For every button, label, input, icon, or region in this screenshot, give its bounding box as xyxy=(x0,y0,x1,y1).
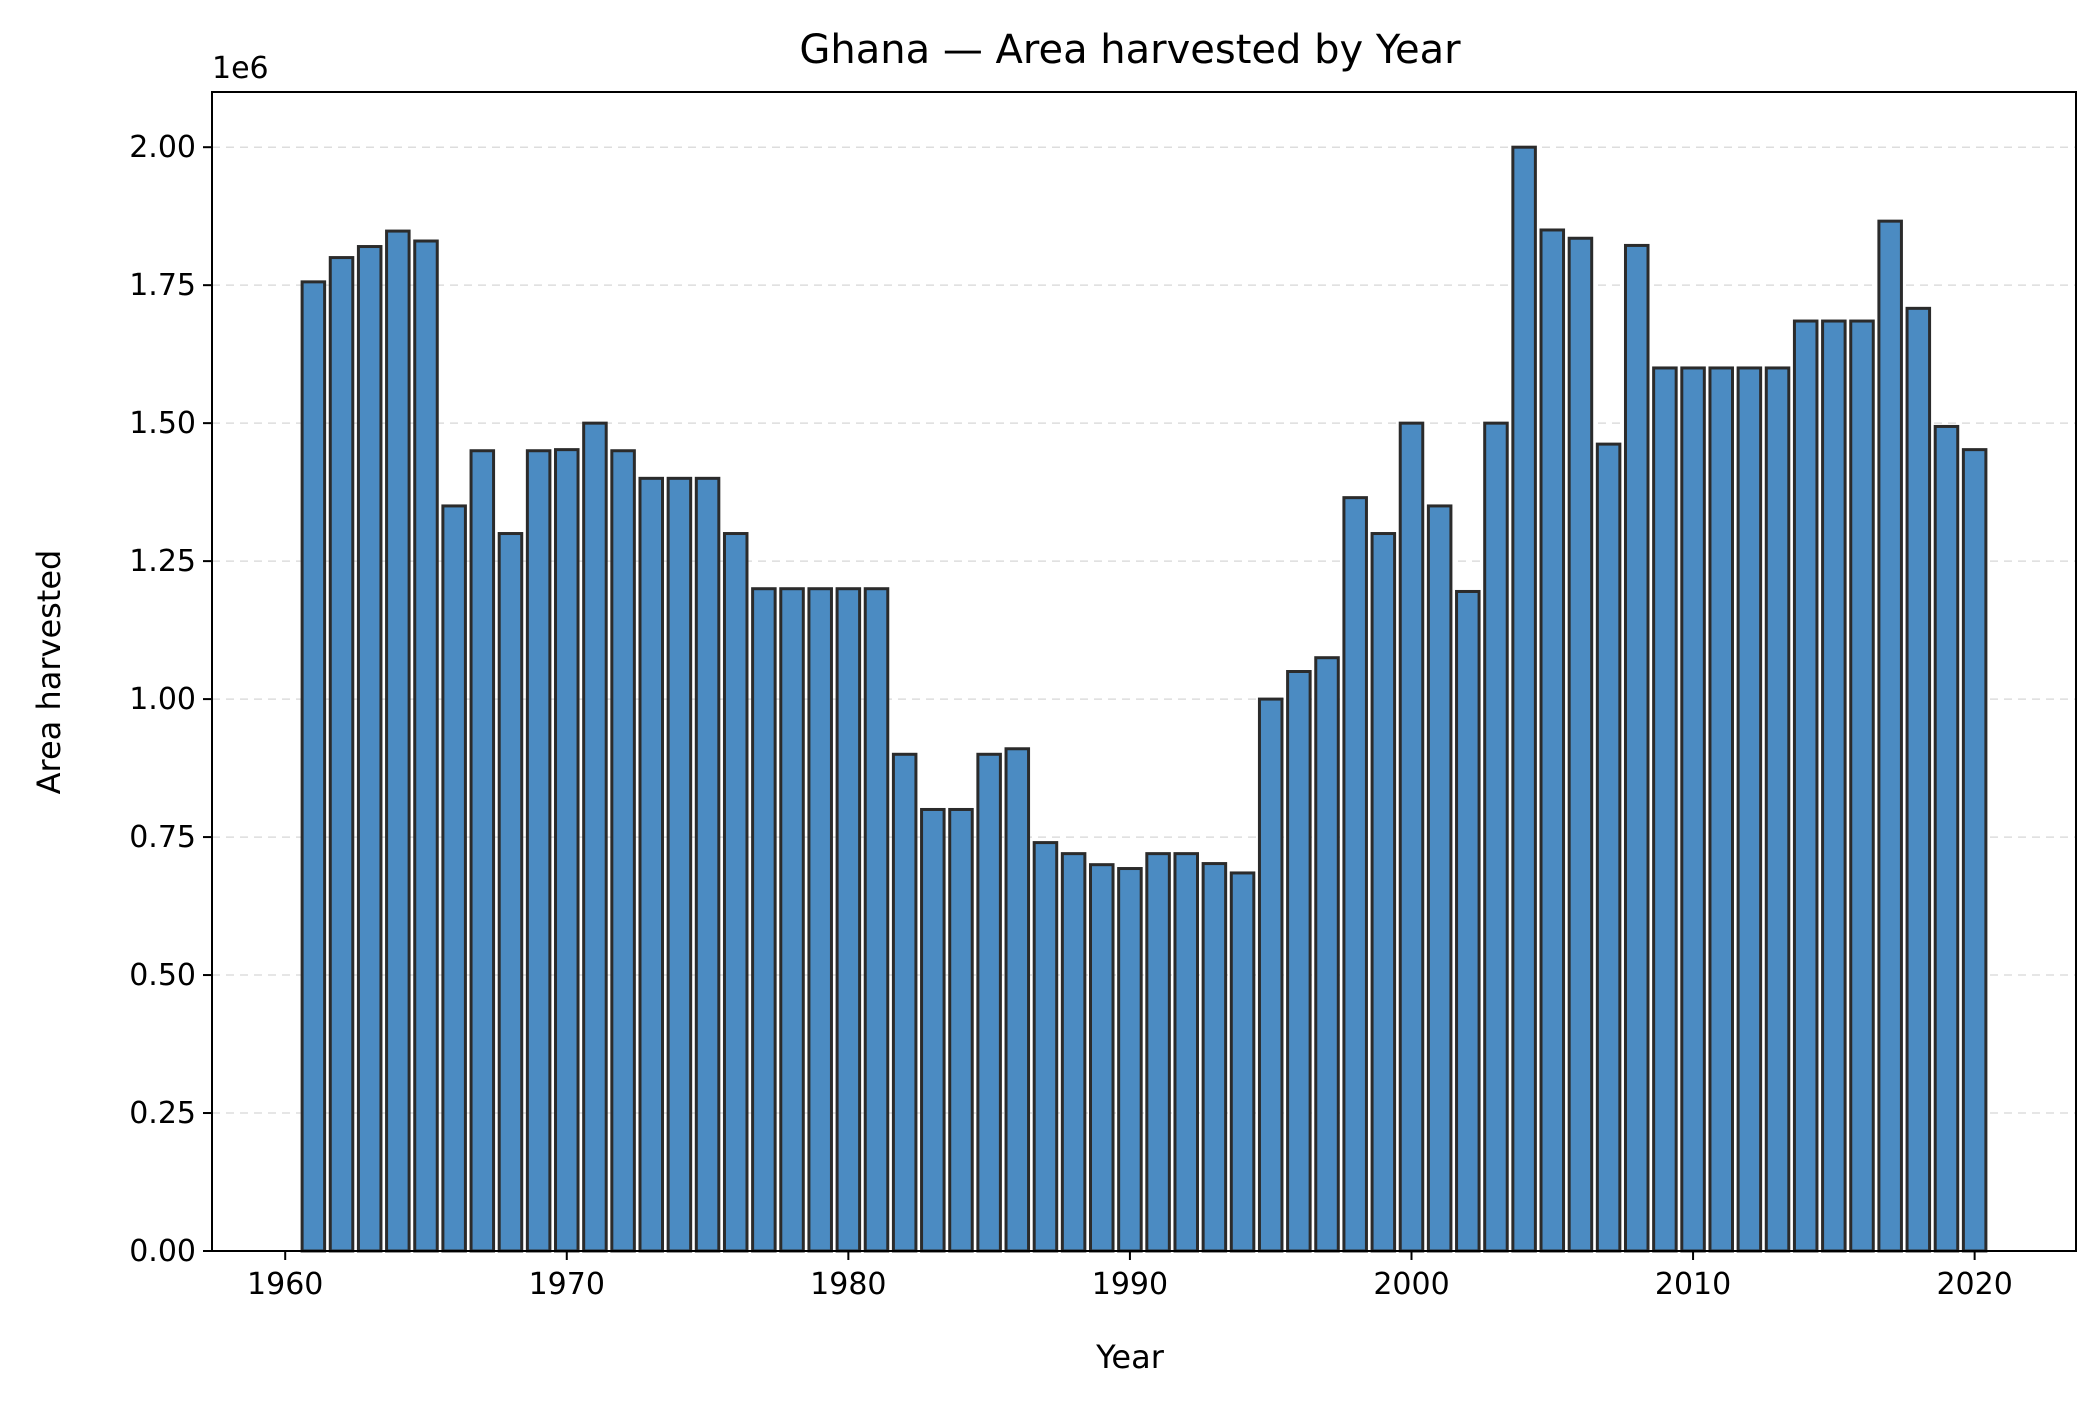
bar xyxy=(413,239,439,1253)
y-tick-label: 0.00 xyxy=(129,1234,196,1269)
x-tick-label: 1960 xyxy=(247,1267,323,1302)
y-tick-label: 1.25 xyxy=(129,544,196,579)
bar xyxy=(1398,421,1425,1253)
bar xyxy=(1961,448,1988,1253)
bar xyxy=(1511,145,1537,1253)
bar xyxy=(356,245,383,1253)
bar xyxy=(1708,366,1734,1253)
bar xyxy=(1764,366,1791,1253)
y-tick-label: 0.50 xyxy=(129,958,196,993)
bar xyxy=(385,229,411,1253)
bar xyxy=(441,504,467,1253)
bar xyxy=(1595,442,1622,1253)
x-tick-label: 1980 xyxy=(810,1267,886,1302)
y-offset-label: 1e6 xyxy=(212,51,269,86)
bar xyxy=(1567,236,1594,1253)
bar xyxy=(1426,504,1453,1253)
chart-title: Ghana — Area harvested by Year xyxy=(799,27,1461,73)
bar xyxy=(1257,697,1284,1253)
bar xyxy=(1792,319,1819,1253)
bar xyxy=(863,587,890,1253)
bar xyxy=(751,587,777,1253)
y-tick-label: 0.25 xyxy=(129,1096,196,1131)
plot-frame xyxy=(211,91,2077,1252)
x-tick-label: 1990 xyxy=(1092,1267,1168,1302)
bar xyxy=(1539,228,1566,1253)
bar xyxy=(469,449,496,1253)
bar xyxy=(694,476,721,1253)
bar xyxy=(1877,219,1903,1253)
bar xyxy=(638,476,665,1253)
bar xyxy=(328,256,355,1253)
bar xyxy=(1736,366,1763,1253)
bar xyxy=(1060,852,1087,1253)
bar xyxy=(835,587,862,1253)
bar xyxy=(1342,496,1368,1253)
bar xyxy=(1483,421,1509,1253)
x-tick-label: 2000 xyxy=(1373,1267,1449,1302)
bar xyxy=(1201,862,1228,1253)
bar xyxy=(1286,670,1312,1253)
x-tick-label: 2020 xyxy=(1936,1267,2012,1302)
y-tick-label: 1.75 xyxy=(129,268,196,303)
bar xyxy=(1905,306,1932,1253)
bar xyxy=(497,532,524,1253)
x-tick-label: 2010 xyxy=(1655,1267,1731,1302)
bar xyxy=(666,476,693,1253)
bar xyxy=(1004,747,1031,1253)
bar xyxy=(1370,532,1397,1253)
tick-layer: 0.00 0.25 0.50 0.75 1.00 1.25 1.50 1.75 2.00 1960… xyxy=(129,130,2013,1302)
y-tick-label: 0.75 xyxy=(129,820,196,855)
bar xyxy=(1933,424,1960,1253)
y-tick-label: 1.50 xyxy=(129,406,196,441)
bar xyxy=(1145,852,1171,1253)
bar xyxy=(610,449,636,1253)
x-axis-label: Year xyxy=(1095,1338,1165,1376)
bar xyxy=(722,532,749,1253)
bar xyxy=(525,449,552,1253)
bar xyxy=(582,421,608,1253)
bar xyxy=(948,807,974,1253)
bar xyxy=(1229,871,1256,1253)
bar xyxy=(1117,867,1143,1253)
y-tick-label: 2.00 xyxy=(129,130,196,165)
bar xyxy=(920,807,946,1253)
bar xyxy=(1032,841,1059,1253)
bar xyxy=(1849,319,1875,1253)
bar xyxy=(1455,589,1481,1253)
bar xyxy=(1173,852,1199,1253)
bar xyxy=(1089,863,1115,1253)
bar xyxy=(1652,366,1678,1253)
bar xyxy=(300,280,327,1253)
bar xyxy=(554,448,580,1253)
x-tick-label: 1970 xyxy=(529,1267,605,1302)
bar xyxy=(1680,366,1706,1253)
bar xyxy=(891,752,918,1253)
bar xyxy=(1623,243,1650,1253)
bar xyxy=(976,752,1002,1253)
y-tick-label: 1.00 xyxy=(129,682,196,717)
bar xyxy=(1314,656,1340,1253)
bar xyxy=(807,587,833,1253)
y-axis-label: Area harvested xyxy=(30,550,68,795)
bar xyxy=(779,587,805,1253)
bar xyxy=(1821,319,1847,1253)
